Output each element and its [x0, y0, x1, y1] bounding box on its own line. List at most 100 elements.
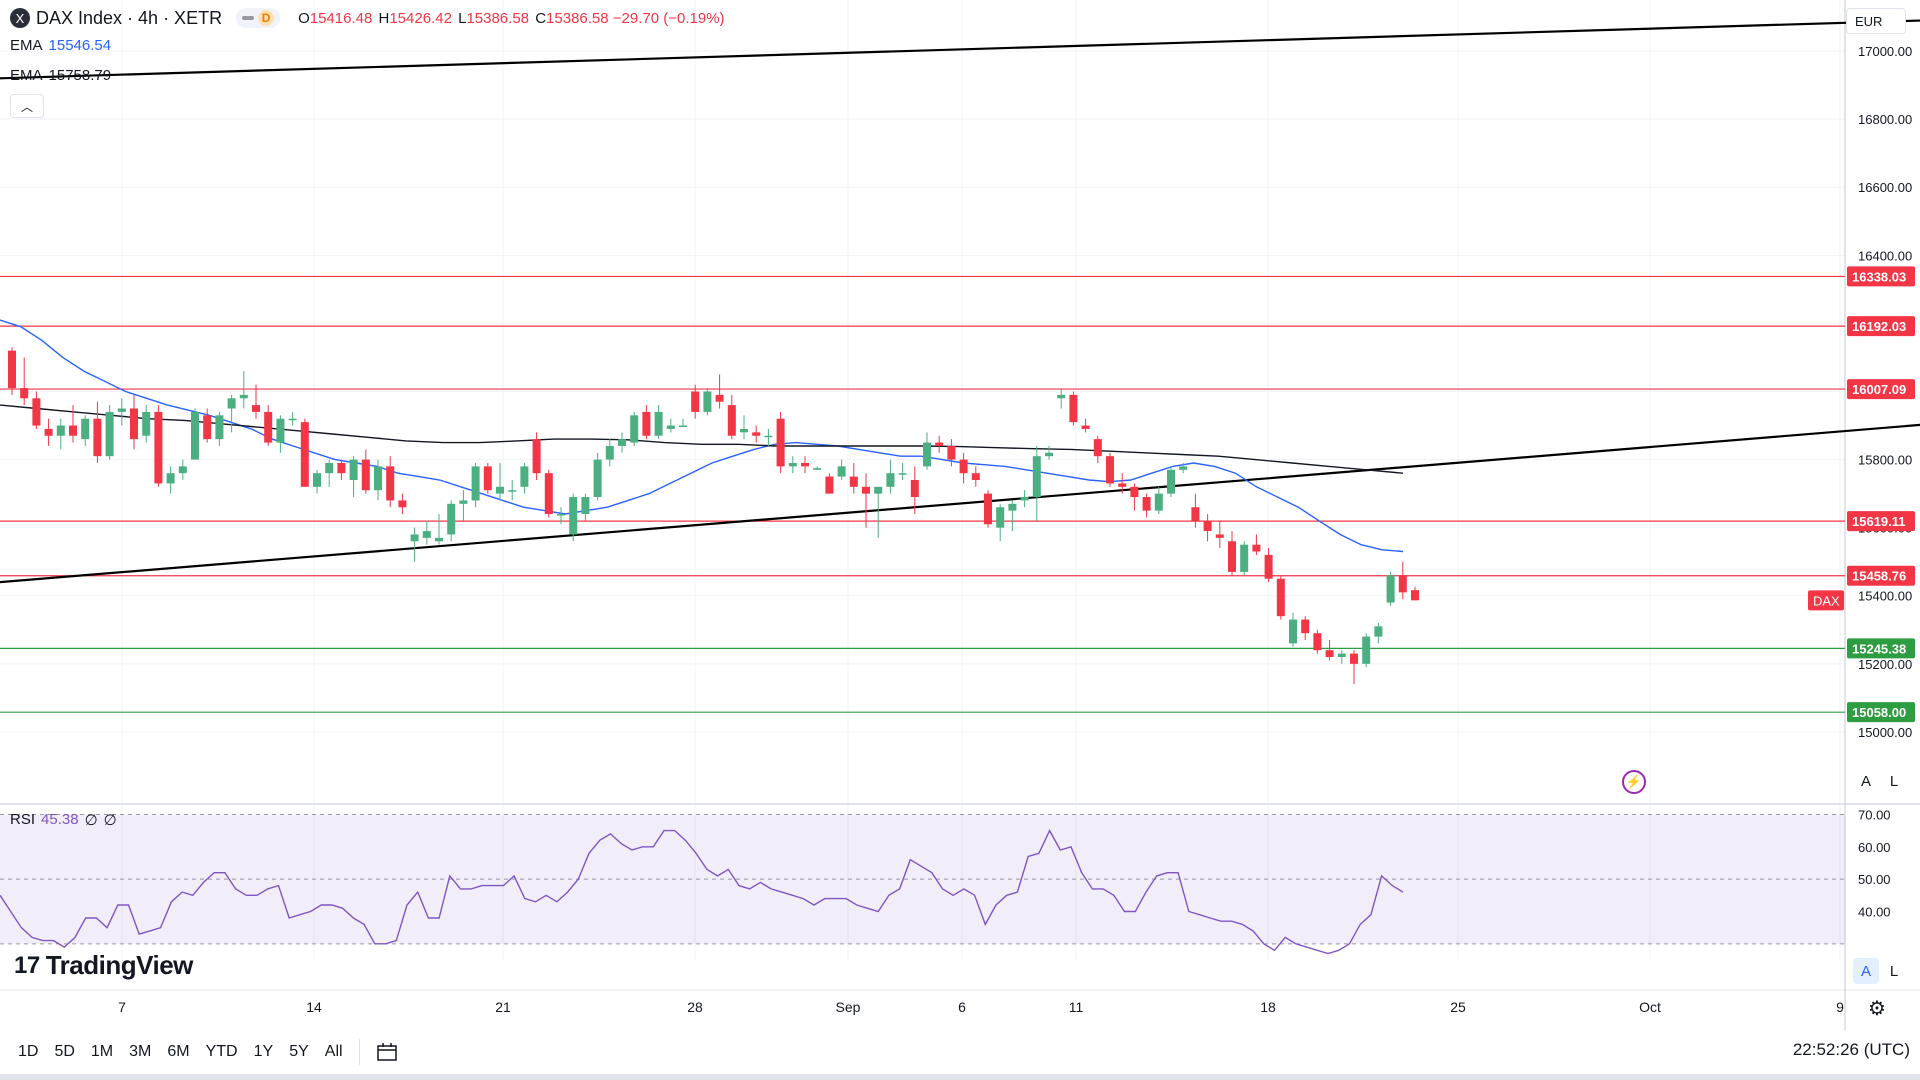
range-all[interactable]: All	[324, 1043, 343, 1060]
candle-body	[1057, 394, 1066, 399]
candle-body	[1264, 554, 1273, 579]
candle-body	[1142, 497, 1151, 511]
candle-body	[618, 439, 626, 446]
candle-body	[154, 411, 163, 484]
candle-body	[996, 507, 1005, 528]
price-tick-label: 16800.00	[1858, 112, 1912, 127]
minus-icon	[242, 16, 255, 20]
collapse-legend-button[interactable]: ︿	[10, 94, 44, 118]
rsi-log-scale-button[interactable]: L	[1881, 958, 1907, 984]
ohlc-key: H	[378, 9, 390, 27]
auto-scale-button[interactable]: A	[1853, 768, 1879, 794]
level-price-tag	[1847, 316, 1915, 337]
currency-selector[interactable]: EUR	[1846, 8, 1906, 34]
rsi-legend[interactable]: RSI 45.38 ∅ ∅	[10, 811, 117, 829]
candle-body	[703, 391, 712, 412]
log-scale-button[interactable]: L	[1881, 768, 1907, 794]
candle-body	[313, 473, 321, 487]
candle-body	[1045, 452, 1053, 457]
candle-body	[20, 388, 29, 399]
candle-body	[727, 405, 736, 436]
time-tick-label: 11	[1069, 999, 1084, 1015]
indicator-ema-slow[interactable]: EMA 15758.79	[10, 60, 725, 90]
candle-body	[1130, 486, 1139, 498]
candle-body	[923, 442, 931, 467]
time-tick-label: 9	[1836, 999, 1844, 1015]
calendar-icon[interactable]	[368, 1037, 406, 1067]
candle-body	[764, 435, 773, 438]
range-1y[interactable]: 1Y	[253, 1043, 274, 1060]
candle-body	[288, 418, 297, 421]
time-tick-label: 7	[118, 999, 126, 1015]
rsi-auto-scale-button[interactable]: A	[1853, 958, 1879, 984]
candle-body	[276, 418, 285, 443]
candle-body	[874, 486, 883, 494]
indicator-label: EMA	[10, 36, 43, 54]
candle-body	[1008, 503, 1017, 511]
candle-body	[581, 497, 590, 515]
range-5d[interactable]: 5D	[54, 1043, 75, 1060]
candle-body	[1325, 650, 1334, 658]
symbol-title[interactable]: DAX Index · 4h · XETR	[36, 7, 223, 28]
range-1m[interactable]: 1M	[90, 1043, 114, 1060]
candle-body	[471, 466, 480, 501]
candle-body	[1093, 439, 1102, 457]
candle-body	[1362, 636, 1371, 664]
candle-body	[447, 503, 456, 535]
ema-fast-line	[0, 319, 1404, 553]
price-tick-label: 15000.00	[1858, 725, 1912, 740]
instrument-tag-label: DAX	[1813, 593, 1840, 608]
tradingview-logo[interactable]: 17 TradingView	[14, 950, 193, 981]
indicator-ema-fast[interactable]: EMA 15546.54	[10, 30, 725, 60]
candle-body	[788, 462, 797, 467]
candle-body	[984, 493, 992, 525]
candle-body	[654, 411, 663, 436]
candle-body	[1337, 653, 1346, 658]
rsi-label: RSI	[10, 811, 36, 828]
candle-body	[1179, 466, 1188, 470]
candle-body	[886, 473, 895, 487]
time-tick-label: Sep	[836, 999, 861, 1015]
range-5y[interactable]: 5Y	[289, 1043, 309, 1060]
time-tick-label: Oct	[1639, 999, 1661, 1015]
candle-body	[1106, 456, 1114, 484]
utc-clock[interactable]: 22:52:26 (UTC)	[1792, 1040, 1910, 1059]
price-tick-label: 15800.00	[1858, 453, 1912, 468]
candle-body	[1215, 534, 1224, 538]
candle-body	[605, 445, 614, 460]
candle-body	[910, 480, 919, 498]
price-axis[interactable]: 15000.0015200.0015400.0015600.0015800.00…	[1808, 44, 1915, 919]
range-6m[interactable]: 6M	[167, 1043, 190, 1060]
indicator-value: 15758.79	[48, 66, 112, 84]
level-price-label: 16338.03	[1852, 269, 1906, 284]
range-ytd[interactable]: YTD	[205, 1043, 238, 1060]
ema-lines	[0, 319, 1404, 553]
candle-body	[825, 476, 834, 494]
candle-body	[1020, 497, 1029, 501]
range-3m[interactable]: 3M	[129, 1043, 152, 1060]
candle-body	[971, 473, 980, 480]
candle-body	[508, 490, 517, 492]
time-axis[interactable]: 7 14 21 28 Sep 6 11 18 25 Oct 9	[118, 999, 1844, 1015]
data-status-toggle[interactable]: D	[236, 8, 281, 28]
change-value: −29.70 (−0.19%)	[612, 9, 725, 27]
flash-alert-icon[interactable]: ⚡	[1622, 770, 1646, 794]
candle-body	[715, 394, 724, 402]
ohlc-value: 15426.42	[389, 9, 452, 27]
candle-body	[1313, 633, 1322, 651]
level-price-tag	[1847, 379, 1915, 400]
level-price-tag	[1847, 266, 1915, 287]
price-tick-label: 15400.00	[1858, 589, 1912, 604]
symbol-logo-icon: X	[10, 8, 30, 28]
level-price-label: 15458.76	[1852, 569, 1906, 584]
candle-body	[1289, 619, 1297, 644]
range-1d[interactable]: 1D	[18, 1043, 39, 1060]
candle-body	[117, 408, 126, 412]
gear-icon[interactable]: ⚙	[1868, 998, 1886, 1020]
candle-body	[532, 439, 541, 474]
level-price-tag	[1847, 511, 1915, 532]
indicator-value: 15546.54	[48, 36, 112, 54]
candle-body	[203, 415, 212, 440]
bottom-toolbar: 1D 5D 1M 3M 6M YTD 1Y 5Y All	[0, 1032, 1920, 1072]
